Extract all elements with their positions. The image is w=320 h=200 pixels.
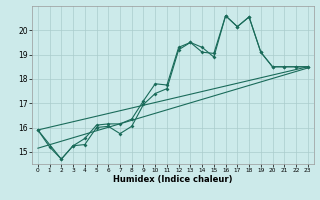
X-axis label: Humidex (Indice chaleur): Humidex (Indice chaleur): [113, 175, 233, 184]
